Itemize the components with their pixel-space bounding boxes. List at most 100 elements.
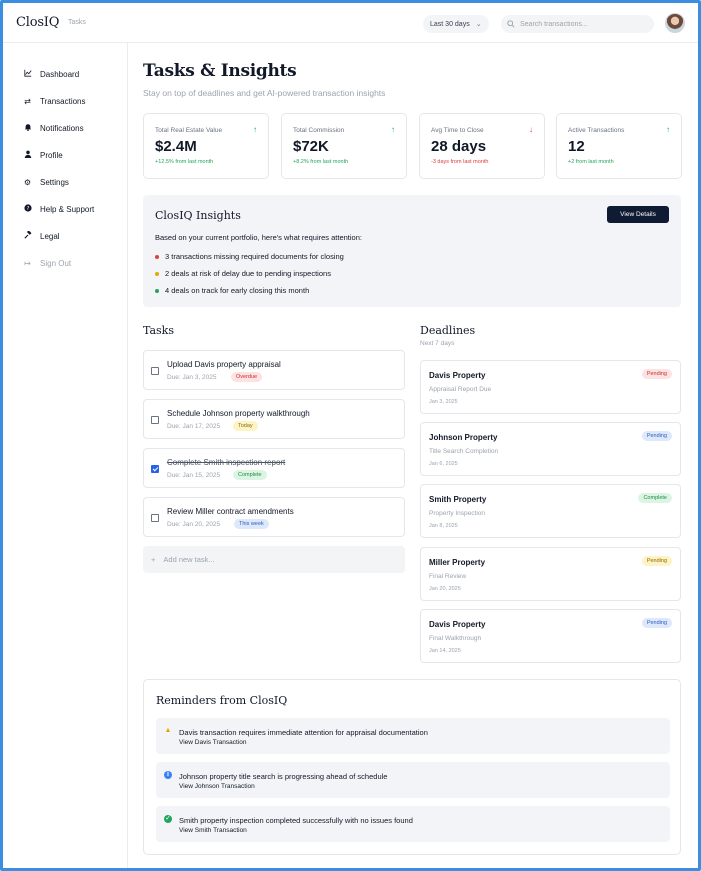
kpi-value: 12 [568, 138, 585, 155]
add-task-input[interactable]: + Add new task... [143, 546, 405, 573]
status-badge: Pending [641, 618, 672, 628]
task-checkbox[interactable] [151, 367, 159, 375]
view-transaction-link[interactable]: View Smith Transaction [179, 827, 247, 834]
task-due: Due: Jan 17, 2025 [167, 423, 221, 430]
search-icon [507, 20, 515, 28]
warning-icon: ▲ [164, 727, 172, 734]
task-title: Review Miller contract amendments [167, 507, 294, 516]
deadline-property: Miller Property [429, 558, 486, 567]
deadline-date: Jan 14, 2025 [429, 648, 461, 654]
status-badge: Complete [638, 493, 672, 503]
sidebar-item-label: Legal [40, 231, 60, 241]
sidebar-item-help[interactable]: ? Help & Support [23, 202, 94, 216]
view-details-button[interactable]: View Details [607, 206, 669, 223]
task-due: Due: Jan 15, 2025 [167, 472, 221, 479]
page-subtitle: Stay on top of deadlines and get AI-powe… [143, 88, 386, 98]
arrow-up-icon: ↑ [391, 125, 395, 134]
insight-text: 3 transactions missing required document… [165, 252, 344, 261]
kpi-change: -3 days from last month [431, 159, 489, 165]
kpi-card-active-transactions: Active Transactions ↑ 12 +2 from last mo… [556, 113, 682, 179]
plus-icon: + [151, 555, 156, 564]
deadline-property: Davis Property [429, 620, 486, 629]
insights-intro: Based on your current portfolio, here's … [155, 233, 362, 242]
insight-item: 2 deals at risk of delay due to pending … [155, 269, 331, 278]
sidebar: Dashboard ⇄ Transactions Notifications P… [3, 43, 128, 868]
status-badge: Overdue [231, 372, 263, 382]
sidebar-item-label: Sign Out [40, 258, 72, 268]
kpi-card-commission: Total Commission ↑ $72K +8.2% from last … [281, 113, 407, 179]
deadline-card[interactable]: Smith Property Complete Property Inspect… [420, 484, 681, 538]
sidebar-item-legal[interactable]: Legal [23, 229, 60, 243]
sign-out-icon: ↦ [24, 258, 31, 268]
kpi-card-avg-time-to-close: Avg Time to Close ↓ 28 days -3 days from… [419, 113, 545, 179]
sidebar-item-dashboard[interactable]: Dashboard [23, 67, 79, 81]
status-badge: This week [234, 519, 269, 529]
view-transaction-link[interactable]: View Davis Transaction [179, 739, 247, 746]
yellow-dot-icon [155, 271, 159, 276]
status-badge: Pending [641, 431, 672, 441]
arrow-up-icon: ↑ [666, 125, 670, 134]
task-checkbox[interactable] [151, 465, 159, 473]
search-box[interactable] [501, 15, 654, 33]
kpi-value: $2.4M [155, 138, 197, 155]
reminder-item: ✓ Smith property inspection completed su… [156, 806, 670, 842]
gavel-icon [23, 230, 32, 241]
sidebar-item-sign-out[interactable]: ↦ Sign Out [23, 256, 71, 270]
kpi-label: Total Real Estate Value [155, 127, 223, 134]
task-due: Due: Jan 20, 2025 [167, 521, 221, 528]
kpi-label: Avg Time to Close [431, 127, 484, 134]
kpi-label: Active Transactions [568, 127, 625, 134]
sidebar-item-profile[interactable]: Profile [23, 148, 63, 162]
arrow-down-icon: ↓ [529, 125, 533, 134]
task-checkbox[interactable] [151, 416, 159, 424]
reminder-item: i Johnson property title search is progr… [156, 762, 670, 798]
deadlines-subtitle: Next 7 days [420, 340, 455, 347]
sidebar-item-transactions[interactable]: ⇄ Transactions [23, 94, 85, 108]
user-icon [23, 150, 32, 160]
deadline-card[interactable]: Miller Property Pending Final Review Jan… [420, 547, 681, 601]
kpi-card-real-estate-value: Total Real Estate Value ↑ $2.4M +12.5% f… [143, 113, 269, 179]
task-card: Upload Davis property appraisal Due: Jan… [143, 350, 405, 390]
status-badge: Today [233, 421, 258, 431]
task-title: Complete Smith inspection report [167, 458, 286, 467]
insight-text: 4 deals on track for early closing this … [165, 286, 310, 295]
deadline-date: Jan 20, 2025 [429, 586, 461, 592]
insight-item: 3 transactions missing required document… [155, 252, 344, 261]
search-input[interactable] [520, 20, 650, 28]
insights-panel: ClosIQ Insights View Details Based on yo… [143, 195, 681, 307]
sidebar-item-label: Notifications [40, 123, 84, 133]
info-icon: i [164, 771, 172, 779]
user-avatar[interactable] [665, 13, 685, 33]
chart-line-icon [23, 69, 32, 79]
reminders-title: Reminders from ClosIQ [156, 694, 288, 707]
deadline-card[interactable]: Davis Property Pending Appraisal Report … [420, 360, 681, 414]
sidebar-item-notifications[interactable]: Notifications [23, 121, 84, 135]
logo[interactable]: ClosIQ [16, 15, 60, 30]
kpi-change: +2 from last month [568, 159, 614, 165]
status-badge: Pending [641, 556, 672, 566]
chevron-down-icon: ⌄ [475, 21, 482, 28]
deadline-property: Davis Property [429, 371, 486, 380]
status-badge: Pending [641, 369, 672, 379]
deadline-property: Johnson Property [429, 433, 498, 442]
view-transaction-link[interactable]: View Johnson Transaction [179, 783, 255, 790]
deadline-task: Appraisal Report Due [429, 386, 492, 393]
question-circle-icon: ? [23, 204, 32, 214]
task-card: Complete Smith inspection report Due: Ja… [143, 448, 405, 488]
deadline-date: Jan 8, 2025 [429, 523, 458, 529]
sidebar-item-label: Profile [40, 150, 63, 160]
task-card: Schedule Johnson property walkthrough Du… [143, 399, 405, 439]
deadline-card[interactable]: Johnson Property Pending Title Search Co… [420, 422, 681, 476]
deadline-date: Jan 3, 2025 [429, 399, 458, 405]
task-checkbox[interactable] [151, 514, 159, 522]
top-header: ClosIQ Tasks Last 30 days ⌄ [3, 3, 698, 43]
deadline-task: Final Review [429, 573, 467, 580]
task-title: Upload Davis property appraisal [167, 360, 281, 369]
swap-arrows-icon: ⇄ [24, 96, 31, 106]
sidebar-item-settings[interactable]: ⚙ Settings [23, 175, 69, 189]
deadline-card[interactable]: Davis Property Pending Final Walkthrough… [420, 609, 681, 663]
sidebar-item-label: Dashboard [40, 69, 80, 79]
date-range-select[interactable]: Last 30 days ⌄ [423, 15, 489, 33]
kpi-value: 28 days [431, 138, 487, 155]
